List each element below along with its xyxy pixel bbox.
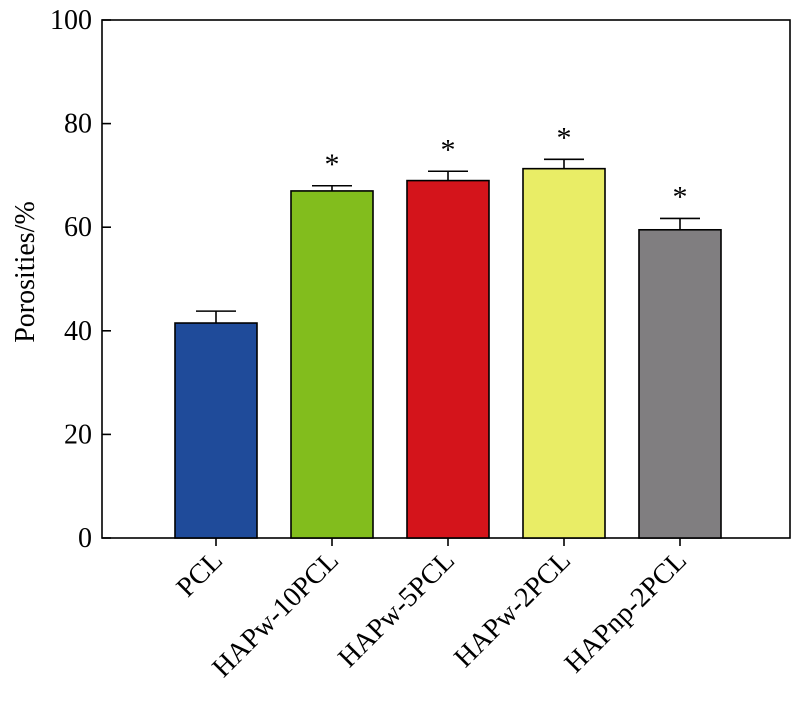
y-tick-label: 20 bbox=[64, 419, 92, 450]
y-axis: 0 20 40 60 80 100 bbox=[50, 5, 111, 554]
bar-group: * bbox=[406, 133, 490, 539]
significance-mark: * bbox=[557, 121, 572, 154]
x-category-label: PCL bbox=[171, 545, 229, 603]
bar bbox=[522, 167, 606, 539]
y-tick-label: 100 bbox=[50, 5, 92, 36]
significance-mark: * bbox=[441, 133, 456, 166]
bar-group: * bbox=[290, 148, 374, 539]
y-tick-label: 40 bbox=[64, 316, 92, 347]
y-tick-label: 0 bbox=[78, 523, 92, 554]
bar bbox=[406, 179, 490, 539]
x-category-label: HAPnp-2PCL bbox=[559, 545, 693, 679]
x-category-label: HAPw-5PCL bbox=[332, 545, 461, 674]
significance-mark: * bbox=[325, 148, 340, 181]
bar-group bbox=[174, 310, 258, 539]
bar bbox=[638, 228, 722, 539]
bar-group: * bbox=[638, 180, 722, 539]
bar-group: * bbox=[522, 121, 606, 539]
y-axis-title: Porosities/% bbox=[10, 201, 41, 343]
x-category-label: HAPw-2PCL bbox=[448, 545, 577, 674]
y-tick-label: 80 bbox=[64, 109, 92, 140]
bar bbox=[290, 190, 374, 539]
bars-group: * * * * bbox=[174, 121, 722, 539]
x-axis: PCLHAPw-10PCLHAPw-5PCLHAPw-2PCLHAPnp-2PC… bbox=[171, 538, 693, 684]
significance-mark: * bbox=[673, 180, 688, 213]
bar bbox=[174, 322, 258, 539]
y-tick-label: 60 bbox=[64, 212, 92, 243]
